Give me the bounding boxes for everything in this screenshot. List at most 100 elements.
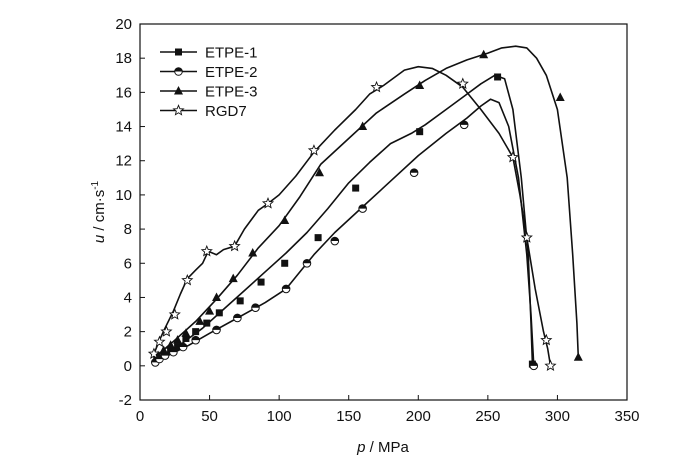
data-point-rgd7 — [370, 80, 383, 93]
y-axis-title: u / cm·s-1 — [90, 180, 108, 243]
data-point-rgd7 — [456, 77, 469, 90]
x-tick-label: 50 — [201, 408, 218, 425]
data-point-rgd7 — [181, 273, 194, 286]
x-tick-label: 0 — [136, 408, 144, 425]
data-point-etpe-2 — [302, 258, 312, 268]
data-point-etpe-3 — [358, 121, 368, 131]
x-axis-variable: p — [356, 439, 365, 456]
series-line-etpe-3 — [153, 45, 580, 360]
series-line-etpe-2 — [153, 98, 535, 366]
legend-item-etpe-3: ETPE-3 — [160, 84, 258, 101]
y-axis-unit-exponent: -1 — [90, 180, 101, 189]
data-point-etpe-1 — [494, 73, 502, 81]
data-point-etpe-3 — [212, 292, 222, 301]
data-point-etpe-1 — [192, 328, 200, 336]
data-point-rgd7 — [200, 244, 213, 257]
plot-frame — [139, 23, 628, 401]
data-point-etpe-2 — [178, 342, 188, 352]
data-point-etpe-1 — [215, 309, 223, 317]
x-tick-label: 150 — [336, 408, 361, 425]
legend-item-rgd7: RGD7 — [160, 103, 247, 120]
data-point-rgd7 — [261, 197, 275, 209]
y-tick-label: 2 — [124, 324, 132, 341]
legend: ETPE-1 ETPE-2 ETPE-3 RGD7 — [160, 45, 258, 120]
legend-label: ETPE-1 — [205, 45, 258, 62]
data-point-etpe-2 — [191, 335, 200, 345]
y-tick-label: 12 — [115, 153, 132, 170]
data-point-etpe-3 — [181, 328, 191, 337]
legend-label: ETPE-3 — [205, 84, 258, 101]
data-point-etpe-3 — [479, 49, 489, 59]
series-markers — [147, 49, 583, 372]
data-point-etpe-1 — [182, 334, 190, 342]
data-point-etpe-2 — [233, 313, 242, 323]
y-tick-label: 6 — [124, 255, 132, 272]
y-axis-unit: cm·s — [91, 190, 108, 223]
x-tick-label: 350 — [614, 408, 639, 425]
data-point-etpe-1 — [203, 319, 211, 327]
data-point-etpe-1 — [352, 184, 360, 192]
y-tick-label: 8 — [124, 221, 132, 238]
data-point-etpe-2 — [169, 347, 178, 357]
data-point-etpe-2 — [409, 168, 419, 177]
data-point-etpe-3 — [173, 335, 183, 344]
data-point-rgd7 — [228, 239, 241, 252]
x-tick-label: 100 — [267, 408, 292, 425]
y-tick-label: 10 — [115, 187, 132, 204]
data-point-etpe-1 — [174, 343, 182, 351]
legend-marker — [172, 104, 185, 116]
series-lines — [153, 45, 580, 366]
x-tick-label: 250 — [475, 408, 500, 425]
data-point-etpe-1 — [416, 128, 424, 136]
data-point-etpe-3 — [228, 273, 238, 283]
y-tick-label: -2 — [119, 392, 132, 409]
y-tick-label: 16 — [115, 84, 132, 101]
series-line-rgd7 — [153, 65, 552, 366]
y-tick-label: 4 — [124, 289, 132, 306]
y-tick-label: 20 — [115, 16, 132, 33]
data-point-etpe-3 — [205, 306, 215, 315]
y-tick-label: 0 — [124, 358, 132, 375]
data-point-rgd7 — [160, 325, 173, 337]
data-point-etpe-2 — [529, 361, 539, 371]
data-point-etpe-2 — [281, 284, 291, 294]
y-tick-label: 18 — [115, 50, 132, 67]
data-point-rgd7 — [544, 359, 557, 372]
legend-label: ETPE-2 — [205, 64, 258, 81]
data-point-etpe-3 — [248, 248, 258, 257]
axis-ticks — [139, 23, 628, 401]
data-point-rgd7 — [506, 150, 519, 163]
legend-item-etpe-1: ETPE-1 — [160, 45, 258, 62]
data-point-etpe-2 — [212, 325, 221, 335]
data-point-rgd7 — [540, 333, 553, 346]
data-point-etpe-1 — [314, 234, 322, 242]
data-point-etpe-2 — [330, 236, 340, 246]
data-point-etpe-2 — [459, 120, 469, 130]
legend-label: RGD7 — [205, 103, 247, 120]
data-point-etpe-2 — [251, 303, 260, 313]
data-point-etpe-1 — [257, 278, 265, 286]
data-point-etpe-3 — [555, 92, 565, 101]
data-point-etpe-3 — [415, 80, 425, 90]
data-point-etpe-2 — [358, 204, 367, 213]
legend-item-etpe-2: ETPE-2 — [160, 64, 258, 81]
data-point-etpe-3 — [195, 316, 205, 325]
data-point-etpe-3 — [166, 340, 176, 349]
data-point-rgd7 — [168, 308, 181, 320]
x-tick-label: 300 — [545, 408, 570, 425]
data-point-etpe-3 — [314, 167, 324, 177]
data-point-rgd7 — [147, 347, 160, 360]
y-tick-label: 14 — [115, 119, 132, 136]
data-point-etpe-3 — [159, 345, 169, 354]
data-point-rgd7 — [307, 144, 321, 156]
data-point-etpe-3 — [280, 215, 290, 225]
legend-marker — [174, 67, 183, 76]
data-point-etpe-1 — [236, 297, 244, 305]
x-axis-unit: MPa — [378, 439, 410, 456]
legend-marker — [174, 86, 183, 95]
data-point-rgd7 — [520, 231, 533, 243]
x-axis-title: p / MPa — [356, 439, 409, 456]
x-tick-label: 200 — [406, 408, 431, 425]
